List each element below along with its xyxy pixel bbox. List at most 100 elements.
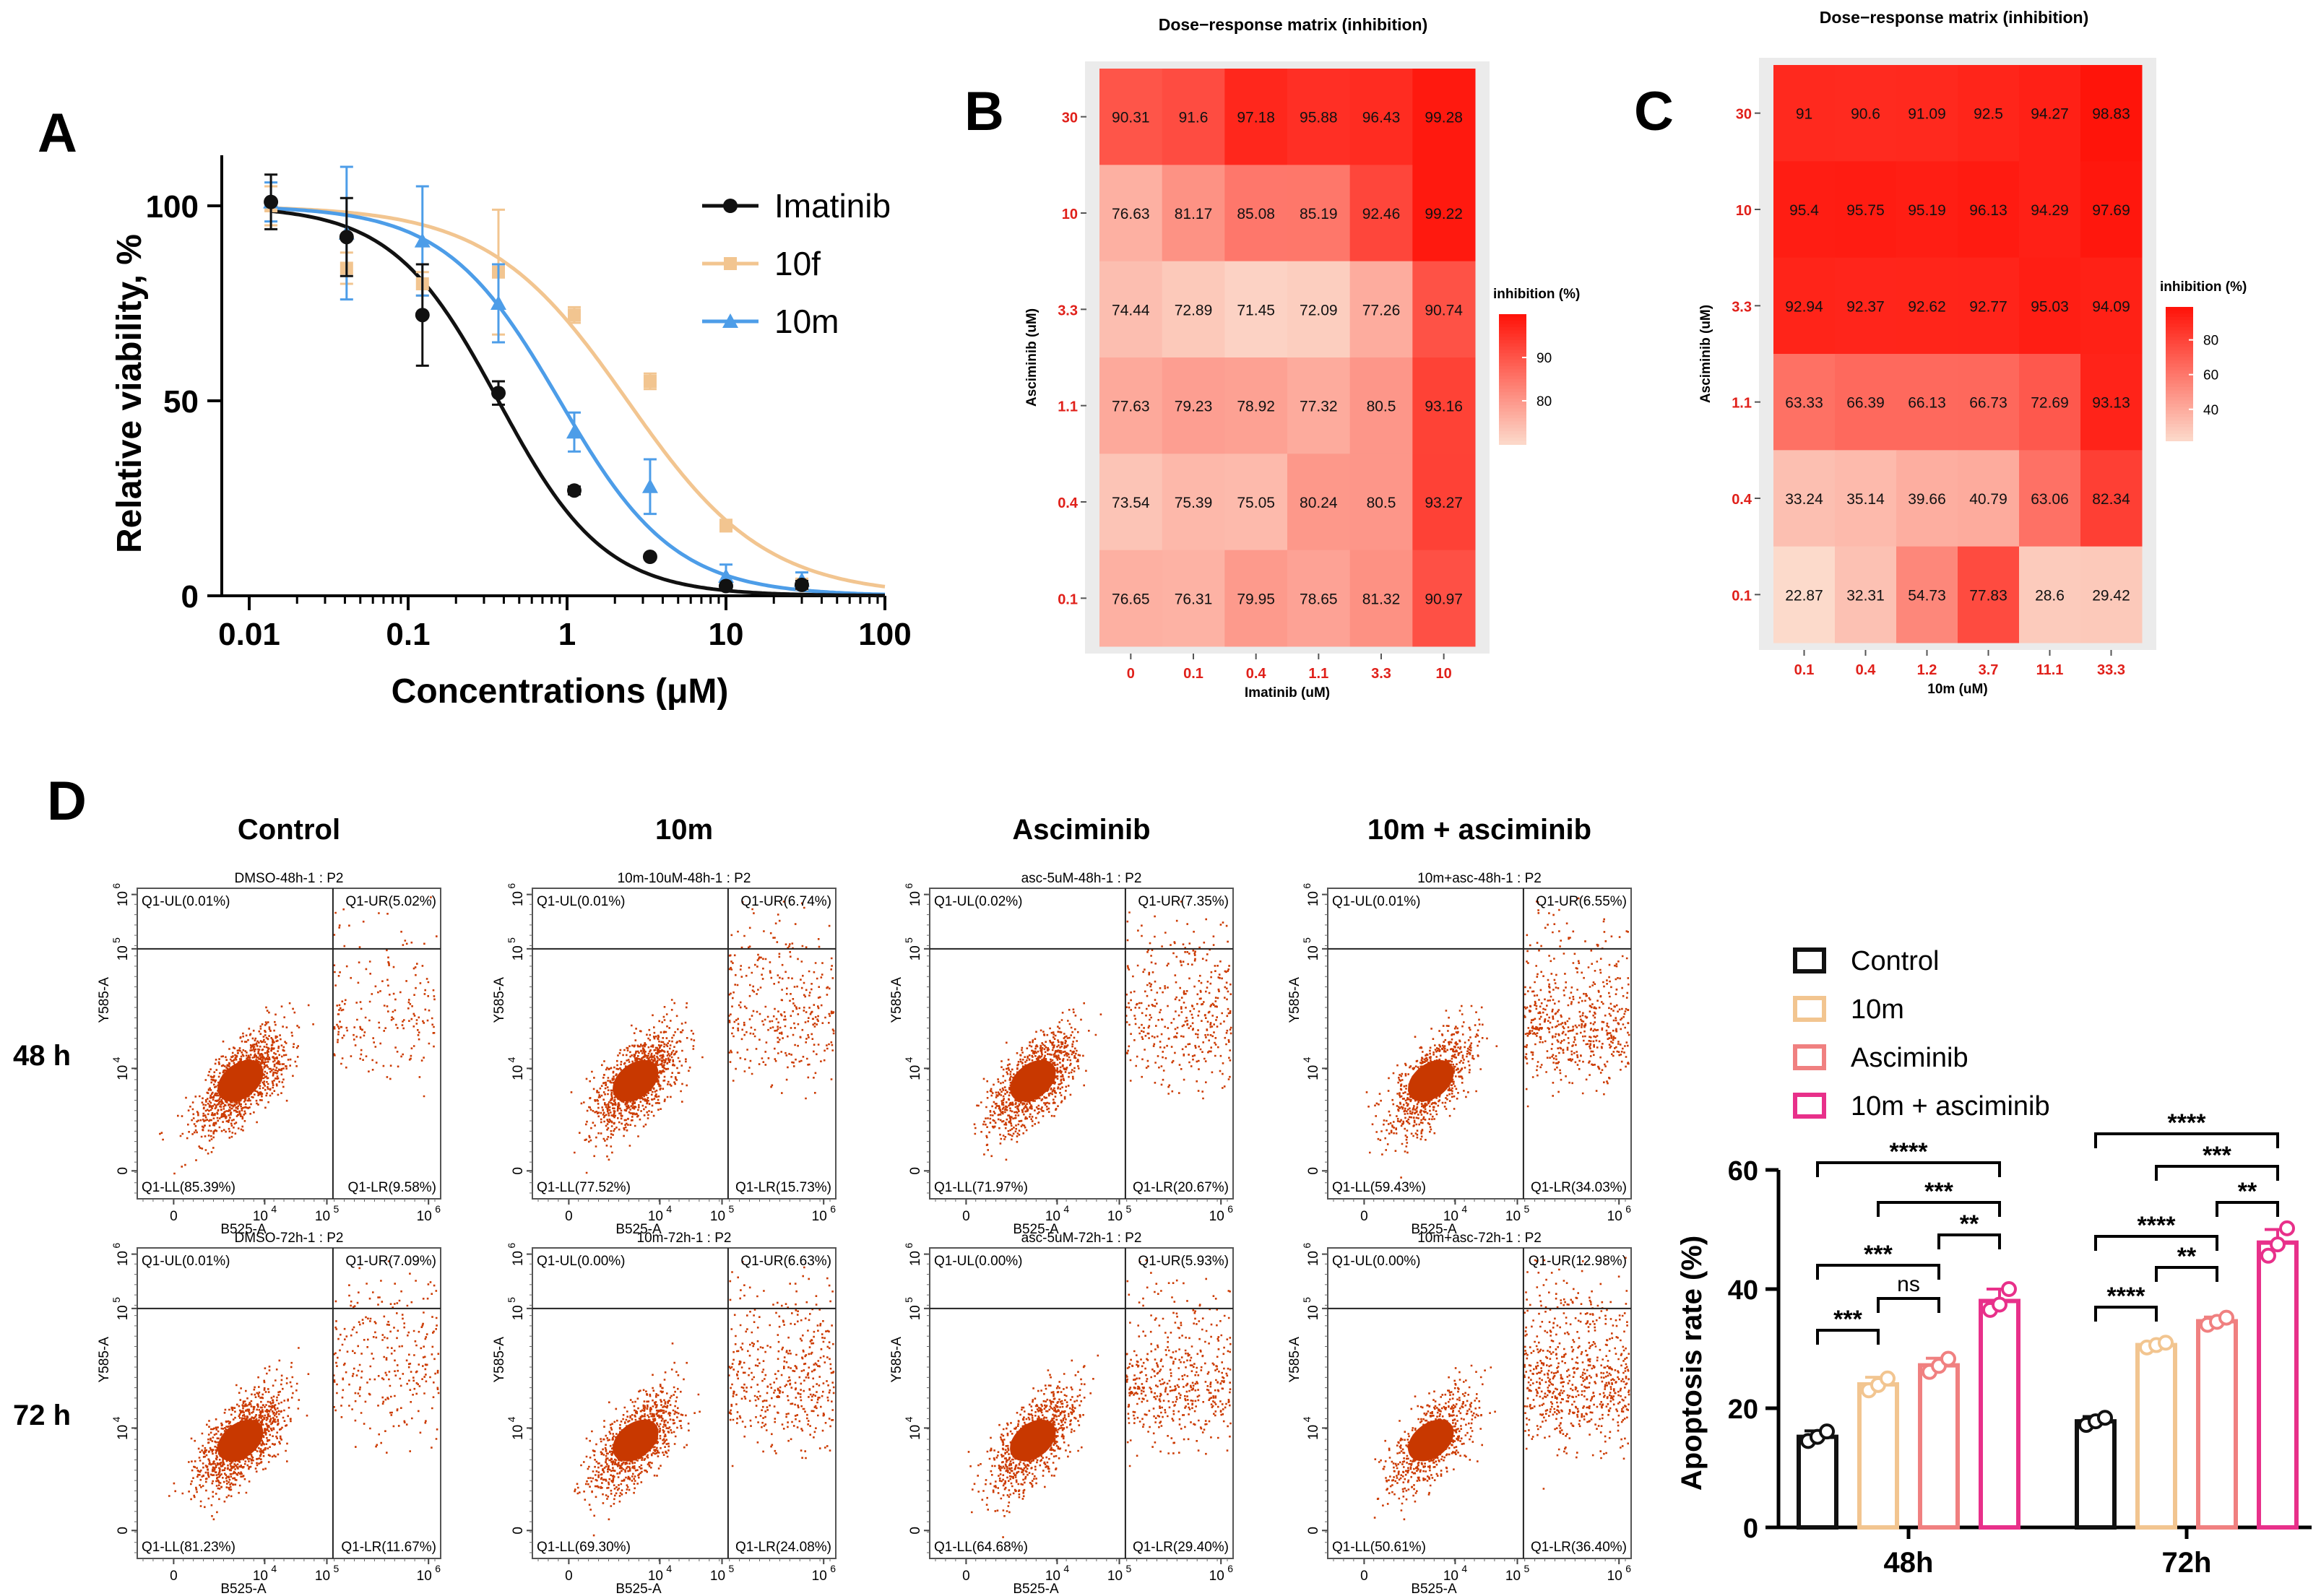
- heatmap-cell-value: 79.23: [1175, 399, 1213, 415]
- x-tick-label: 10: [648, 1569, 663, 1584]
- legend-gradient-step: [2166, 383, 2193, 388]
- legend-label: 10m: [774, 303, 839, 340]
- heatmap-cell: [2019, 354, 2081, 451]
- heatmap-cell: [1412, 454, 1476, 551]
- data-point: [264, 194, 279, 209]
- heatmap-cell: [1224, 357, 1288, 454]
- data-point: [718, 568, 734, 583]
- column-title: Asciminib: [1012, 814, 1150, 846]
- plot-title: asc-5uM-48h-1 : P2: [1021, 871, 1142, 886]
- legend-gradient-step: [2166, 390, 2193, 395]
- y-tick-exponent: 6: [111, 1243, 122, 1249]
- heatmap-cell-value: 92.77: [1969, 298, 2007, 315]
- heatmap-cell-value: 81.17: [1175, 206, 1213, 222]
- x-tick-label: 10: [253, 1209, 268, 1224]
- x-tick-label: 0.1: [1794, 662, 1815, 678]
- quadrant-lr: Q1-LR(15.73%): [735, 1180, 831, 1195]
- plot-frame: [532, 1247, 837, 1559]
- quadrant-lr: Q1-LR(36.40%): [1531, 1540, 1627, 1555]
- x-tick-exponent: 6: [1227, 1203, 1233, 1215]
- legend-label: Asciminib: [1851, 1043, 1968, 1073]
- heatmap-cell-value: 95.19: [1908, 202, 1946, 219]
- y-tick-label: 10: [1306, 1425, 1321, 1440]
- event-dots: [159, 896, 438, 1175]
- x-tick-label: 1: [558, 617, 576, 652]
- quadrant-ur: Q1-UR(7.35%): [1138, 894, 1229, 909]
- data-point: [794, 577, 809, 592]
- quadrant-lr: Q1-LR(20.67%): [1133, 1180, 1229, 1195]
- x-tick-label: 10: [1607, 1209, 1622, 1224]
- y-tick-label: 60: [1728, 1156, 1758, 1187]
- heatmap-cell: [1287, 69, 1351, 165]
- bar-Control: [2075, 1419, 2117, 1530]
- heatmap-cell: [1773, 546, 1836, 643]
- legend-gradient-step: [2166, 373, 2193, 378]
- heatmap-cell: [1099, 357, 1163, 454]
- heatmap-cell: [1162, 454, 1225, 551]
- legend-gradient-step: [1499, 317, 1526, 321]
- heatmap-cell-value: 40.79: [1969, 491, 2007, 508]
- column-title: Control: [238, 814, 340, 846]
- data-point: [567, 308, 581, 322]
- heatmap-cell-value: 66.39: [1846, 395, 1885, 412]
- y-tick-exponent: 4: [1301, 1416, 1313, 1422]
- heatmap-cell: [1162, 69, 1225, 165]
- legend-gradient-step: [1499, 347, 1526, 351]
- legend-gradient-step: [2166, 400, 2193, 405]
- flow-plot: 10m-72h-1 : P2 Q1-UL(0.00%) Q1-UR(6.63%) Q1…: [492, 1231, 837, 1596]
- plot-title: asc-5uM-72h-1 : P2: [1021, 1231, 1142, 1246]
- legend-gradient-step: [2166, 330, 2193, 334]
- heatmap-cell-value: 92.37: [1846, 298, 1885, 315]
- legend-gradient-step: [2166, 316, 2193, 321]
- heatmap-cell-value: 93.27: [1425, 495, 1463, 511]
- legend-title: inhibition (%): [1493, 287, 1580, 302]
- heatmap-cell-value: 92.46: [1362, 206, 1401, 222]
- y-axis-label: Y585-A: [1287, 977, 1302, 1023]
- heatmap-cell-value: 93.16: [1425, 399, 1463, 415]
- legend-gradient-step: [1499, 418, 1526, 422]
- heatmap-cell: [1835, 161, 1897, 259]
- y-tick-label: 10: [116, 945, 131, 960]
- y-tick-label: 1.1: [1058, 399, 1078, 415]
- bar-Asciminib: [1918, 1363, 1960, 1530]
- x-tick-label: 10: [1505, 1569, 1521, 1584]
- x-tick-exponent: 4: [666, 1563, 672, 1574]
- legend-gradient-step: [1499, 356, 1526, 360]
- heatmap-cell: [1162, 261, 1225, 358]
- heatmap-cell: [2080, 450, 2143, 547]
- dense-population: [1010, 1059, 1056, 1102]
- legend-gradient-step: [1499, 386, 1526, 390]
- y-axis-label: Y585-A: [889, 977, 904, 1023]
- legend-gradient-step: [2166, 340, 2193, 344]
- legend-gradient-step: [2166, 357, 2193, 361]
- legend-gradient-step: [2166, 423, 2193, 428]
- y-tick-exponent: 5: [506, 937, 517, 943]
- heatmap-cell: [1958, 450, 2020, 547]
- y-tick-label: 40: [1728, 1275, 1758, 1306]
- panel-c-heatmap: Dose−response matrix (inhibition) 91 90.6 9…: [1698, 8, 2247, 697]
- y-tick-label: 10: [116, 1425, 131, 1440]
- y-tick-label: 0: [908, 1167, 923, 1175]
- x-axis-label: B525-A: [1411, 1582, 1457, 1596]
- legend-gradient-step: [1499, 431, 1526, 435]
- heatmap-cell: [1099, 550, 1163, 647]
- legend-gradient-step: [1499, 330, 1526, 334]
- x-tick-label: 0.01: [218, 617, 280, 652]
- legend-gradient-step: [2166, 363, 2193, 368]
- y-tick-label: 3.3: [1058, 303, 1078, 318]
- quadrant-ul: Q1-UL(0.00%): [934, 1254, 1023, 1269]
- heatmap-cell-value: 72.89: [1175, 302, 1213, 318]
- legend-gradient-step: [2166, 414, 2193, 418]
- x-tick-label: 0.1: [1183, 666, 1203, 682]
- legend-swatch: [1793, 1044, 1826, 1070]
- quadrant-ll: Q1-LL(81.23%): [142, 1540, 235, 1555]
- row-label: 72 h: [13, 1400, 71, 1431]
- legend-gradient-step: [1499, 369, 1526, 373]
- x-tick-label: 10: [710, 1569, 725, 1584]
- legend-gradient-step: [1499, 405, 1526, 409]
- dense-population: [217, 1419, 264, 1462]
- y-tick-label: 0: [1743, 1514, 1758, 1544]
- y-tick-label: 10: [511, 1425, 526, 1440]
- x-tick-label: 0: [962, 1569, 970, 1584]
- replicate-point: [2218, 1309, 2234, 1326]
